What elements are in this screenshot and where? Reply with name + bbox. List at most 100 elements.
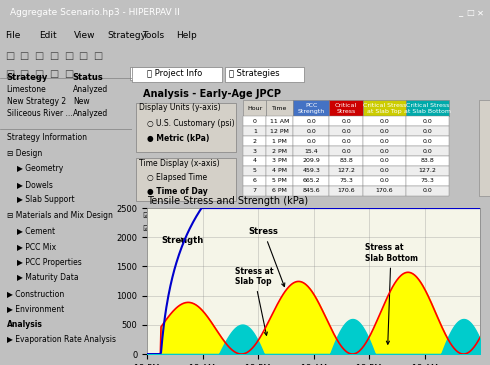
Text: 845.6: 845.6 [302,188,320,193]
Text: ⊟ Materials and Mix Design: ⊟ Materials and Mix Design [7,211,113,220]
Bar [136,104,236,153]
Bar [293,136,329,146]
Bar [479,100,490,196]
Text: 83.8: 83.8 [420,158,434,164]
Text: 7: 7 [253,188,257,193]
Bar [329,156,363,166]
Text: Time Display (x-axis): Time Display (x-axis) [140,159,220,168]
Text: ▶ PCC Properties: ▶ PCC Properties [17,258,82,266]
Text: 170.6: 170.6 [376,188,393,193]
Text: Strategy Information: Strategy Information [7,133,87,142]
Text: 0.0: 0.0 [380,149,390,154]
Text: 127.2: 127.2 [418,168,436,173]
Bar [363,136,406,146]
Bar [329,166,363,176]
Text: ▶ Construction: ▶ Construction [7,289,64,298]
Text: New Strategy 2: New Strategy 2 [7,97,66,106]
Text: ▶ Dowels: ▶ Dowels [17,180,53,189]
Text: □: □ [5,69,14,79]
Bar [243,116,267,126]
Bar [329,136,363,146]
Bar [293,126,329,136]
Text: ○ U.S. Customary (psi): ○ U.S. Customary (psi) [147,119,234,128]
Text: 127.2: 127.2 [337,168,355,173]
Bar [363,126,406,136]
Bar [132,66,221,82]
Text: Limestone: Limestone [7,85,47,94]
Text: Critical
Stress: Critical Stress [335,103,357,114]
Bar [293,146,329,156]
Text: □: □ [34,69,44,79]
Text: □: □ [20,69,29,79]
Bar [406,146,449,156]
Bar [406,156,449,166]
Text: □: □ [34,51,44,61]
Text: □: □ [64,69,73,79]
Bar [406,186,449,196]
Text: Display Units (y-axis): Display Units (y-axis) [140,104,221,112]
Text: Stress at
Slab Bottom: Stress at Slab Bottom [365,243,417,344]
Text: 5 PM: 5 PM [272,178,287,183]
Bar [293,156,329,166]
Text: Stress at
Slab Top: Stress at Slab Top [235,266,273,335]
Text: ▶ Environment: ▶ Environment [7,304,64,313]
Bar [293,116,329,126]
Text: Siliceous River ...: Siliceous River ... [7,109,72,118]
Bar [243,126,267,136]
Text: 0.0: 0.0 [306,119,316,124]
Text: ● Metric (kPa): ● Metric (kPa) [147,134,209,143]
Text: 0.0: 0.0 [380,119,390,124]
Bar [363,146,406,156]
Bar [267,136,293,146]
Bar [293,100,329,116]
Text: 0.0: 0.0 [341,149,351,154]
Bar [293,166,329,176]
Text: ▶ Cement: ▶ Cement [17,226,55,235]
Text: 0.0: 0.0 [380,178,390,183]
Text: ○ Elapsed Time: ○ Elapsed Time [147,173,207,182]
Text: 0.0: 0.0 [341,119,351,124]
Bar [293,186,329,196]
Text: 0.0: 0.0 [341,129,351,134]
Text: 0.0: 0.0 [422,188,432,193]
Bar [329,146,363,156]
Text: Analyzed: Analyzed [73,85,108,94]
Text: ▶ Geometry: ▶ Geometry [17,164,63,173]
Text: Strength: Strength [161,236,203,245]
Text: 0.0: 0.0 [306,139,316,144]
Text: □: □ [78,51,88,61]
Bar [293,176,329,186]
Text: ⊟ Design: ⊟ Design [7,149,42,158]
Text: 11 AM: 11 AM [270,119,290,124]
Bar [267,166,293,176]
Bar [329,116,363,126]
Text: Status: Status [73,73,103,82]
Bar [243,176,267,186]
Text: ☑ Autoscale: ☑ Autoscale [143,211,190,220]
Text: ✕: ✕ [477,8,484,17]
Text: New: New [73,97,89,106]
Text: □: □ [93,51,102,61]
Text: □: □ [49,69,58,79]
Bar [243,186,267,196]
Text: Strategy: Strategy [108,31,147,40]
Bar [267,146,293,156]
Text: 0.0: 0.0 [380,158,390,164]
Bar [406,166,449,176]
Text: 0.0: 0.0 [422,149,432,154]
Bar [243,146,267,156]
Text: 83.8: 83.8 [339,158,353,164]
Text: 0.0: 0.0 [422,119,432,124]
Bar [363,166,406,176]
Text: 📋 Strategies: 📋 Strategies [229,69,279,78]
Bar [406,176,449,186]
Text: Analyzed: Analyzed [73,109,108,118]
Text: 6: 6 [253,178,257,183]
Text: Help: Help [176,31,197,40]
Bar [363,186,406,196]
Text: ▶ PCC Mix: ▶ PCC Mix [17,242,56,251]
Text: □: □ [20,51,29,61]
Bar [406,100,449,116]
Text: Aggregate Scenario.hp3 - HIPERPAV II: Aggregate Scenario.hp3 - HIPERPAV II [10,8,179,17]
Text: 0.0: 0.0 [306,129,316,134]
